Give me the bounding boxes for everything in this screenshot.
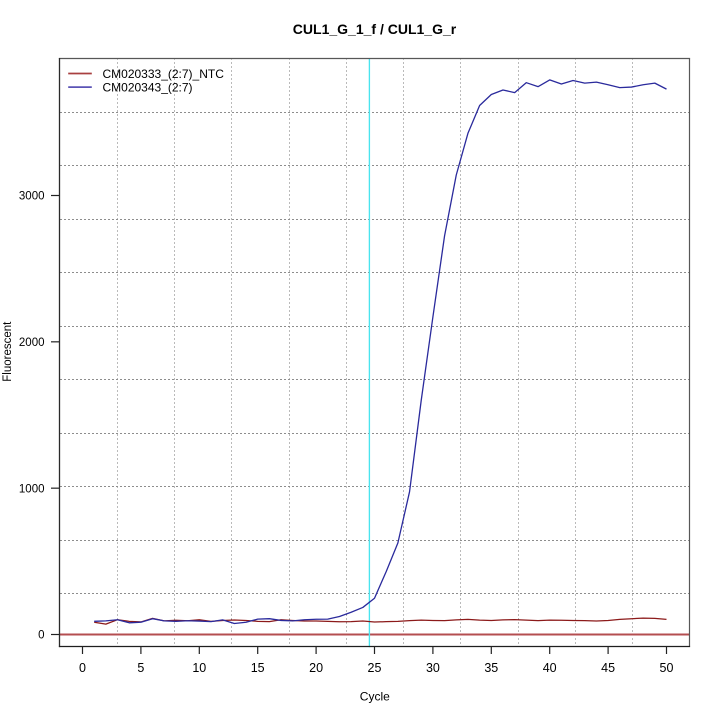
svg-text:1000: 1000 [19, 483, 45, 495]
svg-text:CM020333_(2:7)_NTC: CM020333_(2:7)_NTC [103, 67, 225, 81]
svg-text:0: 0 [38, 630, 44, 642]
svg-text:35: 35 [484, 661, 498, 675]
svg-text:3000: 3000 [19, 191, 45, 203]
svg-text:45: 45 [601, 661, 615, 675]
svg-text:2000: 2000 [19, 337, 45, 349]
svg-text:0: 0 [79, 661, 86, 675]
svg-text:CUL1_G_1_f / CUL1_G_r: CUL1_G_1_f / CUL1_G_r [293, 21, 457, 37]
svg-text:Cycle: Cycle [360, 689, 390, 703]
svg-text:20: 20 [309, 661, 323, 675]
svg-text:Fluorescent: Fluorescent [2, 321, 14, 382]
svg-text:30: 30 [426, 661, 440, 675]
svg-text:15: 15 [251, 661, 265, 675]
svg-text:40: 40 [543, 661, 557, 675]
svg-text:CM020343_(2:7): CM020343_(2:7) [103, 80, 193, 94]
svg-text:5: 5 [137, 661, 144, 675]
svg-text:10: 10 [192, 661, 206, 675]
svg-text:50: 50 [660, 661, 674, 675]
svg-text:25: 25 [368, 661, 382, 675]
